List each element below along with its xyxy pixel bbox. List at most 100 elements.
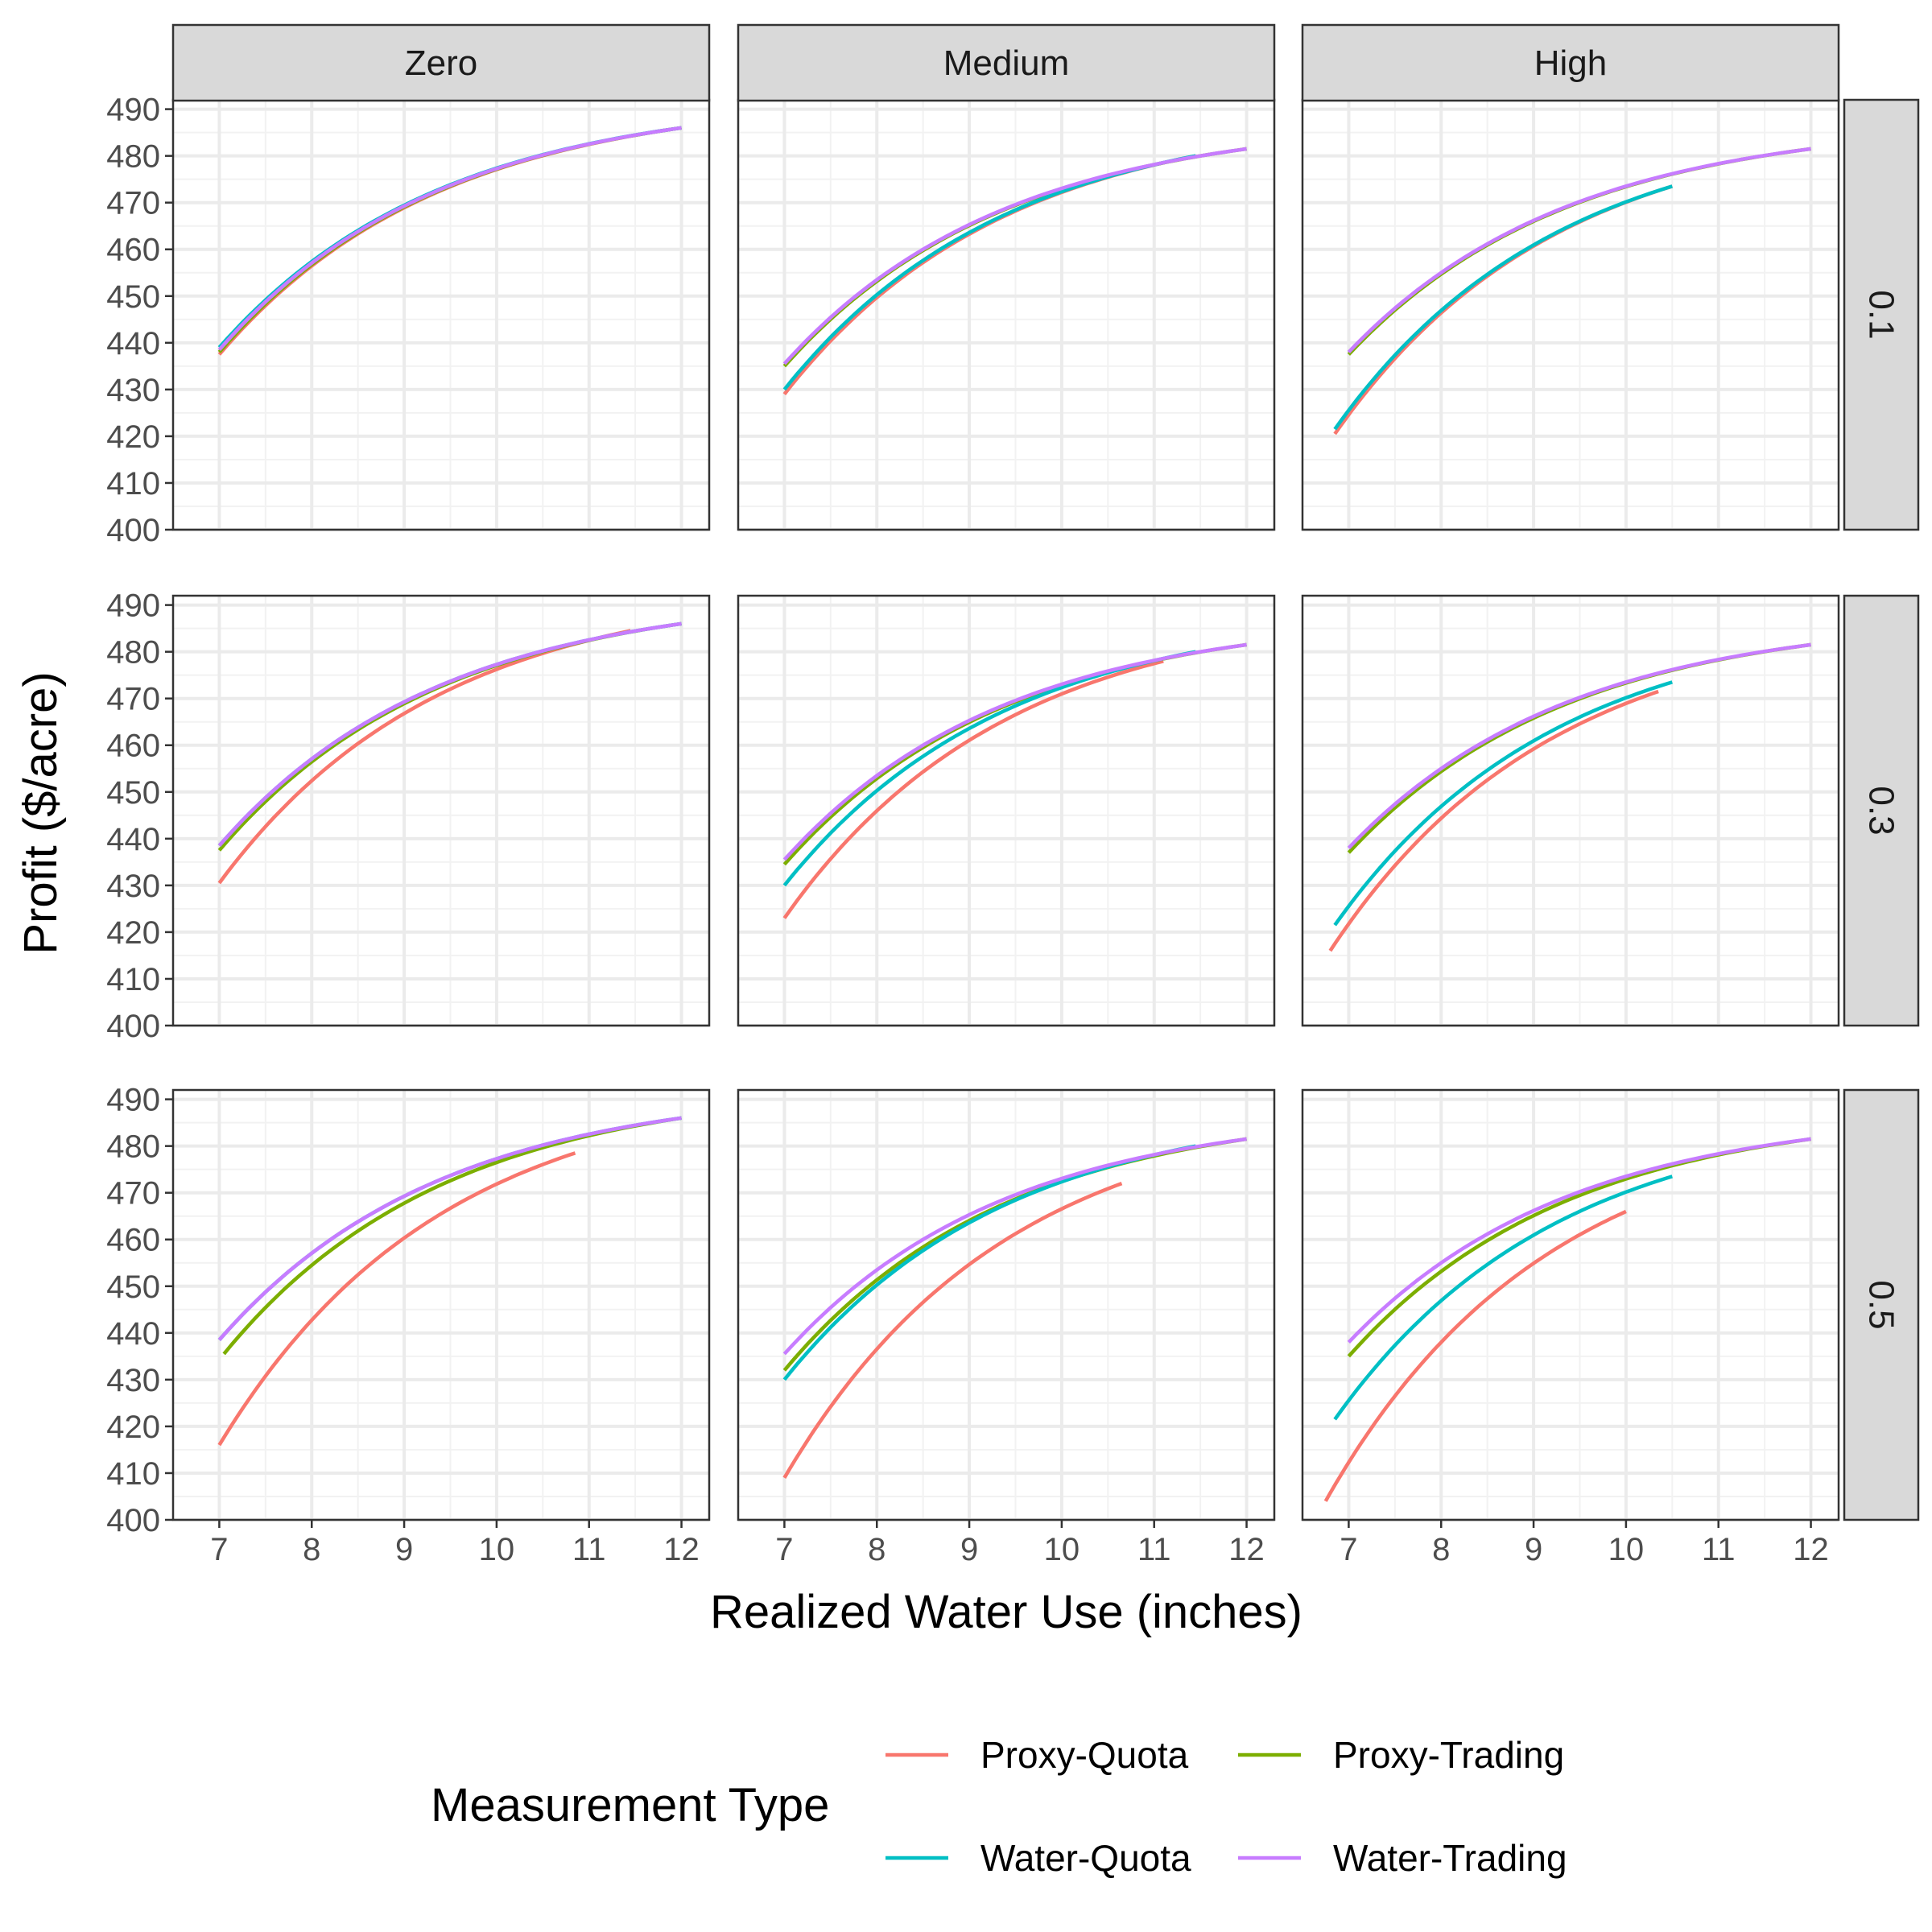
x-tick-label: 11 — [1137, 1532, 1171, 1567]
y-tick-label: 410 — [106, 1456, 160, 1492]
y-tick-label: 430 — [106, 1363, 160, 1398]
strip-top-zero: Zero — [171, 23, 711, 102]
legend-title: Measurement Type — [431, 1779, 829, 1831]
series-line-water-trading — [217, 1116, 682, 1341]
series-line-water-quota — [1333, 1174, 1673, 1421]
legend: Measurement Type Proxy-Quota Proxy-Tradin… — [431, 1734, 1567, 1879]
series-line-water-trading — [782, 642, 1247, 861]
panel-medium-03 — [737, 594, 1276, 1027]
y-tick-label: 420 — [106, 419, 160, 455]
y-axis-title: Profit ($/acre) — [14, 671, 67, 954]
y-tick-label: 480 — [106, 635, 160, 671]
x-axis-title: Realized Water Use (inches) — [710, 1586, 1302, 1638]
panel-background — [738, 1090, 1274, 1520]
x-tick-label: 8 — [868, 1532, 886, 1567]
series-line-proxy-quota — [782, 659, 1164, 919]
x-tick-label: 7 — [210, 1532, 228, 1567]
strip-label: 0.1 — [1862, 290, 1901, 339]
y-tick-label: 460 — [106, 233, 160, 268]
x-tick-label: 8 — [1432, 1532, 1450, 1567]
y-tick-label: 430 — [106, 869, 160, 904]
panel-background — [1302, 100, 1839, 530]
y-tick-label: 470 — [106, 186, 160, 221]
strip-top-high: High — [1301, 23, 1840, 102]
legend-item-water-quota: Water-Quota — [886, 1837, 1191, 1879]
x-tick-label: 10 — [479, 1532, 515, 1567]
panel-background — [173, 1090, 709, 1520]
legend-item-water-trading: Water-Trading — [1238, 1837, 1567, 1879]
series-line-water-trading — [217, 621, 682, 847]
strip-background — [737, 23, 1276, 102]
x-tick-label: 11 — [572, 1532, 606, 1567]
panel-background — [173, 596, 709, 1026]
panel-high-03 — [1301, 594, 1840, 1027]
strip-right-03: 0.3 — [1843, 594, 1920, 1027]
strip-background — [1843, 98, 1920, 531]
y-tick-label: 450 — [106, 1269, 160, 1305]
y-tick-label: 420 — [106, 1410, 160, 1445]
strip-label: High — [1534, 43, 1608, 83]
series-line-proxy-quota — [1328, 689, 1659, 952]
series-line-proxy-quota — [1323, 1209, 1627, 1502]
y-tick-label: 440 — [106, 326, 160, 361]
legend-label: Proxy-Quota — [980, 1734, 1189, 1776]
y-tick-label: 400 — [106, 1009, 160, 1044]
panel-background — [1302, 1090, 1839, 1520]
series-line-water-trading — [1347, 1137, 1811, 1344]
legend-item-proxy-quota: Proxy-Quota — [886, 1734, 1189, 1776]
strip-background — [1843, 1088, 1920, 1521]
panel-border — [1301, 594, 1840, 1027]
y-tick-label: 490 — [106, 1083, 160, 1118]
series-line-water-trading — [1347, 147, 1811, 353]
y-tick-label: 490 — [106, 588, 160, 624]
y-tick-label: 430 — [106, 373, 160, 408]
y-tick-label: 410 — [106, 962, 160, 997]
y-tick-label: 440 — [106, 822, 160, 857]
panel-border — [1301, 1088, 1840, 1521]
y-tick-label: 400 — [106, 1503, 160, 1538]
panel-background — [738, 596, 1274, 1026]
x-tick-label: 12 — [1793, 1532, 1829, 1567]
x-tick-label: 12 — [1228, 1532, 1265, 1567]
panel-background — [1302, 596, 1839, 1026]
strip-label: 0.3 — [1862, 786, 1901, 835]
strip-top-medium: Medium — [737, 23, 1276, 102]
panel-background — [738, 100, 1274, 530]
y-tick-label: 490 — [106, 93, 160, 128]
series-line-water-trading — [782, 147, 1247, 365]
x-tick-label: 9 — [960, 1532, 978, 1567]
strip-label: 0.5 — [1862, 1280, 1901, 1329]
panel-zero-05: 400 410 420 430 440 450 460 470 480 490 7 8 9 10 11 12 — [106, 1083, 711, 1567]
panel-medium-01 — [737, 98, 1276, 531]
y-tick-label: 410 — [106, 466, 160, 502]
strip-background — [1301, 23, 1840, 102]
strip-background — [1843, 594, 1920, 1027]
x-tick-label: 10 — [1608, 1532, 1645, 1567]
y-tick-label: 480 — [106, 139, 160, 175]
x-tick-label: 9 — [1525, 1532, 1542, 1567]
y-tick-label: 440 — [106, 1316, 160, 1352]
y-tick-label: 460 — [106, 1223, 160, 1258]
series-line-water-trading — [782, 1137, 1247, 1356]
panel-border — [737, 1088, 1276, 1521]
panels: 400 410 420 430 440 450 460 470 480 490 400 410 420 4… — [106, 23, 1920, 1567]
x-tick-label: 11 — [1702, 1532, 1736, 1567]
y-tick-label: 400 — [106, 513, 160, 548]
y-tick-label: 450 — [106, 775, 160, 811]
panel-high-05: 7 8 9 10 11 12 — [1301, 1088, 1840, 1567]
panel-border — [737, 594, 1276, 1027]
series-line-proxy-quota — [217, 1151, 576, 1447]
legend-item-proxy-trading: Proxy-Trading — [1238, 1734, 1564, 1776]
x-tick-label: 7 — [775, 1532, 793, 1567]
y-tick-label: 460 — [106, 729, 160, 764]
strip-label: Zero — [405, 43, 477, 83]
series-line-water-trading — [217, 126, 682, 351]
series-line-water-trading — [1347, 642, 1811, 849]
series-line-proxy-quota — [782, 1181, 1123, 1479]
x-tick-label: 10 — [1044, 1532, 1080, 1567]
legend-label: Water-Trading — [1333, 1837, 1567, 1879]
y-tick-label: 480 — [106, 1129, 160, 1165]
y-tick-label: 470 — [106, 1176, 160, 1212]
x-tick-label: 9 — [395, 1532, 413, 1567]
panel-medium-05: 7 8 9 10 11 12 — [737, 1088, 1276, 1567]
